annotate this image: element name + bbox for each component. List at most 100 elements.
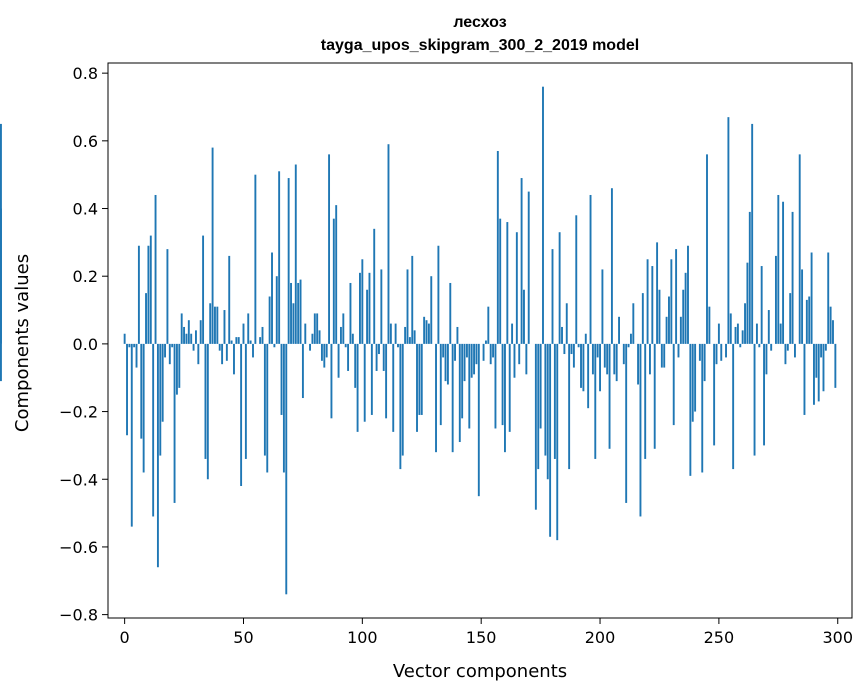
bar-component-243 <box>701 343 704 473</box>
bar-component-60 <box>266 343 269 473</box>
bar-component-208 <box>618 316 620 344</box>
bar-component-250 <box>717 323 720 344</box>
bar-component-278 <box>784 343 787 365</box>
bar-component-249 <box>715 343 718 365</box>
bar-component-72 <box>294 164 297 344</box>
bar-component-206 <box>613 343 616 375</box>
bar-component-257 <box>734 326 737 344</box>
bar-component-57 <box>259 337 262 344</box>
bar-component-102 <box>366 289 369 344</box>
bar-component-137 <box>449 282 452 344</box>
bar-component-120 <box>408 337 411 344</box>
bar-component-176 <box>542 86 544 344</box>
bar-component-86 <box>328 154 331 344</box>
bar-component-29 <box>192 343 195 351</box>
bar-component-270 <box>765 343 768 375</box>
bar-component-64 <box>275 276 278 344</box>
bar-component-282 <box>794 343 796 358</box>
bar-component-275 <box>777 194 780 344</box>
bar-component-50 <box>242 323 245 344</box>
bar-component-253 <box>725 343 727 358</box>
chart-subtitle: tayga_upos_skipgram_300_2_2019 model <box>321 37 639 54</box>
bar-component-107 <box>378 343 380 355</box>
bar-component-264 <box>751 123 754 344</box>
bar-component-234 <box>679 316 682 344</box>
bar-component-10 <box>147 245 150 344</box>
bar-component-69 <box>287 178 290 344</box>
bar-component-79 <box>311 333 314 344</box>
y-tick-label: −0.6 <box>59 538 98 557</box>
bar-component-153 <box>487 306 490 344</box>
bar-component-147 <box>473 343 476 375</box>
bar-component-136 <box>446 343 449 385</box>
y-tick-label: −0.2 <box>59 403 98 422</box>
bar-component-67 <box>282 343 285 473</box>
bar-component-47 <box>235 337 238 344</box>
bar-component-184 <box>561 326 563 344</box>
bar-component-220 <box>646 259 649 344</box>
bar-component-undefined <box>0 123 2 344</box>
bar-component-189 <box>572 343 575 368</box>
bar-component-232 <box>675 249 678 344</box>
bar-component-290 <box>813 343 815 405</box>
bar-component-58 <box>261 326 264 344</box>
bar-component-197 <box>591 343 594 375</box>
y-tick-label: 0.0 <box>73 335 98 354</box>
bar-component-99 <box>359 272 361 344</box>
bar-component-9 <box>145 293 147 344</box>
bar-component-196 <box>589 194 592 344</box>
bar-component-201 <box>601 269 604 344</box>
bar-component-274 <box>774 255 777 344</box>
bar-component-155 <box>492 343 495 358</box>
bar-component-223 <box>653 343 656 449</box>
bar-component-117 <box>401 343 404 456</box>
bar-component-203 <box>606 343 609 375</box>
bar-component-6 <box>137 245 140 344</box>
bar-component-126 <box>423 316 426 344</box>
bar-component-14 <box>156 343 159 568</box>
bar-component-213 <box>629 333 632 344</box>
bar-component-15 <box>159 343 162 456</box>
bar-component-297 <box>829 306 832 344</box>
bar-component-undefined <box>0 343 2 382</box>
bar-component-0 <box>123 333 126 344</box>
bar-component-111 <box>387 144 390 344</box>
bar-component-157 <box>496 150 499 344</box>
bar-component-149 <box>477 343 480 497</box>
bar-component-101 <box>363 343 366 422</box>
bar-component-177 <box>544 343 547 456</box>
bar-component-231 <box>672 343 675 426</box>
y-tick-label: −0.8 <box>59 606 98 625</box>
chart-title: лесхоз <box>453 14 506 31</box>
bar-component-54 <box>252 343 254 358</box>
bar-component-230 <box>670 259 673 344</box>
bar-component-142 <box>461 343 464 419</box>
bar-component-193 <box>582 343 585 392</box>
bar-component-256 <box>732 343 735 470</box>
bar-component-88 <box>332 218 335 344</box>
bar-component-48 <box>237 337 240 344</box>
bar-component-251 <box>720 343 723 361</box>
bar-component-4 <box>133 343 136 348</box>
y-tick-label: 0.6 <box>73 132 98 151</box>
bar-component-43 <box>225 343 228 361</box>
bar-component-219 <box>644 343 647 459</box>
bar-component-37 <box>211 147 214 344</box>
bar-component-207 <box>615 343 618 382</box>
bar-component-228 <box>665 316 668 344</box>
bar-component-42 <box>223 310 226 344</box>
bar-component-240 <box>694 343 697 412</box>
plot-frame <box>107 62 853 619</box>
bar-component-5 <box>135 343 138 368</box>
bar-component-17 <box>164 343 166 358</box>
bar-component-49 <box>240 343 243 487</box>
bar-component-19 <box>168 343 171 365</box>
bar-component-261 <box>744 303 746 344</box>
bar-component-40 <box>218 343 221 351</box>
bar-component-94 <box>347 343 350 371</box>
bar-component-186 <box>565 303 568 344</box>
bar-component-255 <box>729 313 732 344</box>
bar-component-65 <box>278 171 281 344</box>
bar-component-276 <box>779 323 782 344</box>
bar-component-81 <box>316 313 319 344</box>
